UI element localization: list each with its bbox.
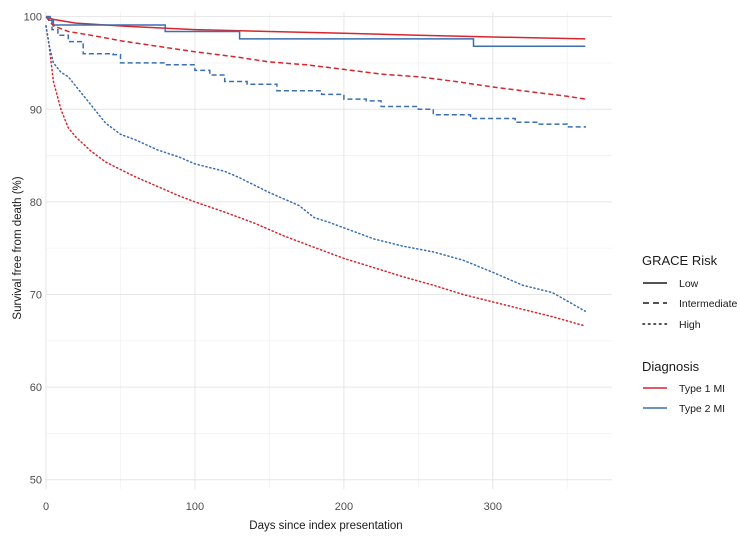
y-tick-label: 90 bbox=[30, 104, 42, 116]
series-line-high-type-2-mi bbox=[45, 25, 586, 312]
x-tick-label: 300 bbox=[484, 501, 502, 513]
y-axis-title: Survival free from death (%) bbox=[12, 176, 24, 319]
legend-label-low: Low bbox=[679, 278, 699, 290]
y-tick-label: 70 bbox=[30, 289, 42, 301]
x-tick-label: 100 bbox=[186, 501, 204, 513]
grid bbox=[45, 12, 612, 489]
x-axis-title: Days since index presentation bbox=[249, 520, 402, 532]
series-line-low-type-2-mi bbox=[46, 15, 586, 48]
legend-label-type2: Type 2 MI bbox=[679, 403, 725, 415]
legend-label-type1: Type 1 MI bbox=[679, 383, 725, 395]
y-tick-label: 50 bbox=[30, 475, 42, 487]
series-line-intermediate-type-1-mi bbox=[45, 16, 586, 100]
y-tick-label: 80 bbox=[30, 197, 42, 209]
y-tick-label: 60 bbox=[30, 382, 42, 394]
x-tick-label: 0 bbox=[43, 501, 49, 513]
y-axis-ticks: 50 60 70 80 90 100 bbox=[24, 12, 42, 487]
x-axis-ticks: 0 100 200 300 bbox=[43, 501, 502, 513]
y-tick-label: 100 bbox=[24, 12, 42, 24]
series-line-high-type-1-mi bbox=[45, 25, 586, 327]
series-lines bbox=[45, 15, 586, 327]
series-line-intermediate-type-2-mi bbox=[46, 15, 586, 128]
legend-title-diagnosis: Diagnosis bbox=[642, 359, 700, 374]
legend-label-high: High bbox=[679, 319, 701, 331]
legend-grace-risk: GRACE Risk Low Intermediate High bbox=[642, 253, 738, 331]
legend-diagnosis: Diagnosis Type 1 MI Type 2 MI bbox=[642, 359, 725, 415]
x-tick-label: 200 bbox=[335, 501, 353, 513]
legend-title-grace-risk: GRACE Risk bbox=[642, 253, 718, 268]
legend-label-intermediate: Intermediate bbox=[679, 298, 738, 310]
series-line-low-type-1-mi bbox=[45, 15, 586, 40]
